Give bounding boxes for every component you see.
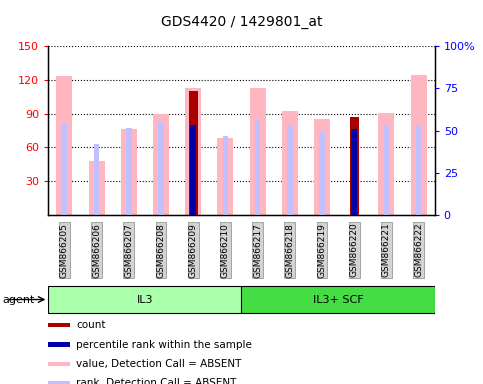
Text: percentile rank within the sample: percentile rank within the sample <box>76 339 252 349</box>
Bar <box>242 286 435 313</box>
Bar <box>48 286 242 313</box>
Text: rank, Detection Call = ABSENT: rank, Detection Call = ABSENT <box>76 378 236 384</box>
Bar <box>282 111 298 215</box>
Bar <box>88 161 105 215</box>
Text: value, Detection Call = ABSENT: value, Detection Call = ABSENT <box>76 359 242 369</box>
Bar <box>314 119 330 215</box>
Text: count: count <box>76 320 105 330</box>
Bar <box>319 132 325 215</box>
Bar <box>416 125 422 215</box>
Bar <box>287 125 293 215</box>
Text: agent: agent <box>2 295 35 305</box>
Bar <box>217 139 233 215</box>
Bar <box>47 343 70 347</box>
Bar <box>189 91 198 215</box>
Bar <box>47 381 70 384</box>
Bar <box>384 125 389 215</box>
Text: IL3: IL3 <box>137 295 153 305</box>
Bar <box>378 113 395 215</box>
Bar <box>158 122 164 215</box>
Bar <box>121 129 137 215</box>
Text: IL3+ SCF: IL3+ SCF <box>313 295 363 305</box>
Bar <box>126 128 132 215</box>
Text: GDS4420 / 1429801_at: GDS4420 / 1429801_at <box>161 15 322 29</box>
Bar <box>153 114 169 215</box>
Bar <box>250 88 266 215</box>
Bar <box>190 125 196 215</box>
Bar <box>255 119 260 215</box>
Bar <box>47 323 70 328</box>
Bar <box>57 76 72 215</box>
Bar <box>61 122 67 215</box>
Bar <box>411 75 426 215</box>
Bar <box>47 362 70 366</box>
Bar <box>94 144 99 215</box>
Bar <box>223 136 228 215</box>
Bar <box>351 129 357 215</box>
Bar <box>350 117 359 215</box>
Bar <box>190 125 196 215</box>
Bar <box>185 88 201 215</box>
